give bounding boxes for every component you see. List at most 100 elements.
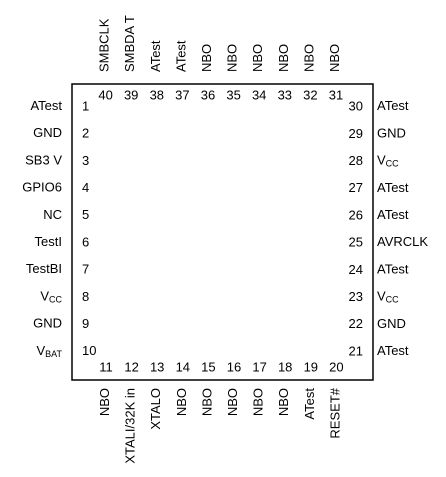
pin-label-text: NBO <box>97 388 112 416</box>
pin-label: ATest <box>377 343 409 358</box>
pin-label-text: ATest <box>302 388 317 420</box>
pin-label-text: SMBDA T <box>123 15 138 72</box>
pin-label-text: TestI <box>35 234 62 249</box>
pin-label: VCC <box>377 289 399 305</box>
pin-label-text: NBO <box>174 388 189 416</box>
pin-number: 37 <box>175 87 189 102</box>
pin-label-text: NBO <box>200 388 215 416</box>
pin-label: VCC <box>40 289 62 305</box>
pin-number: 11 <box>99 359 113 374</box>
pin-number: 36 <box>201 87 215 102</box>
pin-label: GND <box>33 316 62 331</box>
pin-label-text: NBO <box>251 44 266 72</box>
pin-label-text: TestBI <box>26 262 62 277</box>
pin-label: NBO <box>276 44 291 72</box>
pin-label: SMBDA T <box>123 15 138 72</box>
pin-label-text: NBO <box>302 44 317 72</box>
pin-number: 17 <box>252 359 266 374</box>
pin-number: 19 <box>304 359 318 374</box>
pin-number: 34 <box>252 87 266 102</box>
pin-label: XTALO <box>149 388 164 430</box>
pin-label: NBO <box>251 44 266 72</box>
pin-label-subscript: CC <box>386 159 399 169</box>
pin-number: 18 <box>278 359 292 374</box>
pin-label-text: GPIO6 <box>22 180 62 195</box>
pin-label-subscript: BAT <box>45 349 62 359</box>
pin-label: NBO <box>327 44 342 72</box>
pin-label-text: ATest <box>377 207 409 222</box>
pin-label-subscript: CC <box>49 295 62 305</box>
pin-number: 15 <box>201 359 215 374</box>
pin-label-text: ATest <box>377 262 409 277</box>
pin-number: 29 <box>349 126 363 141</box>
pin-label-text: SMBCLK <box>97 18 112 72</box>
pin-label: NBO <box>174 388 189 416</box>
pin-label: ATest <box>148 40 163 72</box>
pin-number: 40 <box>98 87 112 102</box>
pin-label-text: GND <box>377 316 406 331</box>
pin-label-text: NBO <box>327 44 342 72</box>
pin-number: 12 <box>124 359 138 374</box>
pin-number: 33 <box>278 87 292 102</box>
pin-number: 16 <box>227 359 241 374</box>
pin-label-text: NBO <box>199 44 214 72</box>
pin-label-text: V <box>40 289 49 304</box>
pin-number: 23 <box>349 289 363 304</box>
pin-label: NBO <box>200 388 215 416</box>
pin-label: ATest <box>302 388 317 420</box>
pin-label: NBO <box>225 44 240 72</box>
pin-label-text: NBO <box>251 388 266 416</box>
pin-label-text: NC <box>43 207 62 222</box>
pin-number: 8 <box>82 289 89 304</box>
pin-number: 28 <box>349 153 363 168</box>
pin-label: GPIO6 <box>22 180 62 195</box>
pin-number: 1 <box>82 98 89 113</box>
pin-number: 38 <box>150 87 164 102</box>
pin-number: 13 <box>150 359 164 374</box>
pin-number: 9 <box>82 316 89 331</box>
pin-number: 25 <box>349 235 363 250</box>
pin-number: 20 <box>329 359 343 374</box>
pin-label: AVRCLK <box>377 235 428 250</box>
chip-outline <box>71 83 374 381</box>
pin-label-text: GND <box>33 316 62 331</box>
pin-number: 31 <box>329 87 343 102</box>
pin-label-text: GND <box>377 126 406 141</box>
pin-number: 6 <box>82 234 89 249</box>
pin-number: 24 <box>349 262 363 277</box>
pin-label: NBO <box>302 44 317 72</box>
pin-number: 2 <box>82 126 89 141</box>
pin-label: SMBCLK <box>97 18 112 72</box>
pin-label: ATest <box>377 207 409 222</box>
pin-label: GND <box>33 126 62 141</box>
pin-label-text: XTALO <box>149 388 164 430</box>
pin-label: NBO <box>277 388 292 416</box>
pin-label: VBAT <box>36 343 62 359</box>
pin-number: 32 <box>303 87 317 102</box>
pin-label: GND <box>377 126 406 141</box>
pin-label: ATest <box>174 40 189 72</box>
pin-number: 10 <box>82 343 96 358</box>
pin-number: 14 <box>176 359 190 374</box>
pin-label: XTALI/32K in <box>123 388 138 464</box>
pin-label-text: NBO <box>276 44 291 72</box>
pin-label-text: ATest <box>377 343 409 358</box>
pin-label: SB3 V <box>25 153 62 168</box>
pin-label-text: RESET# <box>328 387 343 438</box>
pin-label-text: XTALI/32K in <box>123 388 138 464</box>
pin-label-text: GND <box>33 126 62 141</box>
pin-number: 26 <box>349 207 363 222</box>
pin-label: RESET# <box>328 387 343 438</box>
pin-number: 27 <box>349 180 363 195</box>
pin-number: 5 <box>82 207 89 222</box>
pin-label: ATest <box>377 262 409 277</box>
pin-label-text: V <box>377 289 386 304</box>
pin-number: 3 <box>82 153 89 168</box>
pin-label: NC <box>43 207 62 222</box>
pin-number: 7 <box>82 262 89 277</box>
pin-label-subscript: CC <box>386 295 399 305</box>
pin-number: 21 <box>349 343 363 358</box>
pin-label: NBO <box>97 388 112 416</box>
pin-label: ATest <box>377 180 409 195</box>
